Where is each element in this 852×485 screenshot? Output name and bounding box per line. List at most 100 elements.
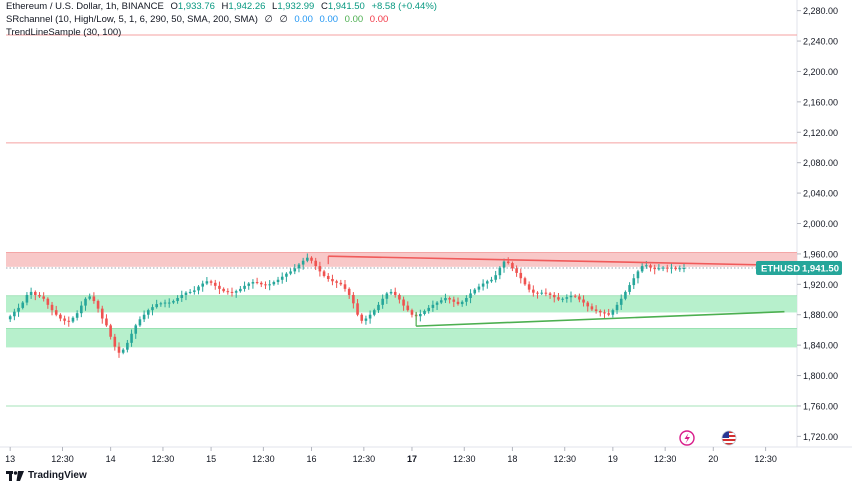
tradingview-logo[interactable]: TradingView xyxy=(6,470,87,481)
candle-down xyxy=(96,301,100,309)
candle-up xyxy=(431,304,435,308)
support-zone xyxy=(6,328,797,348)
candle-up xyxy=(632,278,636,286)
candle-up xyxy=(280,276,284,280)
time-axis[interactable]: 13 12:30 14 12:30 15 12:30 16 12:30 17 12:30 18 12:… xyxy=(5,447,777,464)
candle-up xyxy=(494,275,497,280)
indicator-value: ∅ xyxy=(264,14,273,25)
current-price-value: 1,941.50 xyxy=(802,263,839,274)
candle-up xyxy=(657,268,661,270)
current-price-symbol: ETHUSD xyxy=(761,263,800,274)
candle-up xyxy=(670,267,673,269)
candle-up xyxy=(180,294,184,298)
candle-up xyxy=(435,302,439,305)
candle-up xyxy=(561,298,564,300)
candle-up xyxy=(364,318,368,321)
y-tick-label: 2,280.00 xyxy=(803,6,838,16)
candle-down xyxy=(506,261,510,264)
high-label: H xyxy=(221,1,229,12)
candle-up xyxy=(176,298,179,302)
candle-down xyxy=(54,310,58,315)
candle-down xyxy=(548,293,552,295)
lightning-icon[interactable] xyxy=(679,430,695,446)
candle-down xyxy=(33,291,37,295)
candle-down xyxy=(259,282,263,285)
indicator-srchannel-name[interactable]: SRchannel (10, High/Low, 5, 1, 6, 290, 5… xyxy=(6,14,258,25)
candle-up xyxy=(306,257,309,261)
x-tick-label: 14 xyxy=(106,454,116,464)
candle-up xyxy=(682,267,686,269)
candle-up xyxy=(159,303,163,305)
candle-up xyxy=(276,279,280,283)
candle-up xyxy=(293,268,297,272)
red-trend-line xyxy=(328,255,785,267)
y-tick-label: 1,840.00 xyxy=(803,341,838,351)
candle-up xyxy=(502,261,506,268)
us-flag-icon[interactable] xyxy=(721,430,737,446)
y-tick-label: 1,920.00 xyxy=(803,280,838,290)
candle-up xyxy=(645,265,648,267)
y-tick-label: 2,240.00 xyxy=(803,37,838,47)
candle-down xyxy=(536,292,539,294)
candle-down xyxy=(649,265,652,268)
trend-lines xyxy=(327,255,785,327)
x-tick-label: 16 xyxy=(307,454,317,464)
candle-up xyxy=(565,297,569,299)
candle-down xyxy=(356,303,359,315)
y-tick-label: 2,040.00 xyxy=(803,189,838,199)
indicator-trendline-name[interactable]: TrendLineSample (30, 100) xyxy=(6,27,122,38)
indicator-srchannel-row[interactable]: SRchannel (10, High/Low, 5, 1, 6, 290, 5… xyxy=(6,13,437,26)
candle-down xyxy=(607,313,610,315)
candle-down xyxy=(255,282,259,284)
candle-down xyxy=(653,267,657,270)
candle-down xyxy=(527,284,531,290)
candle-up xyxy=(25,294,29,303)
current-price-tag-background xyxy=(756,260,842,275)
current-price-tag: ETHUSD 1,941.50 xyxy=(756,260,842,275)
candle-up xyxy=(368,314,372,319)
candle-up xyxy=(611,310,615,315)
candle-down xyxy=(343,284,347,289)
candle-down xyxy=(586,302,590,307)
x-tick-label: 12:30 xyxy=(654,454,677,464)
resistance-zone xyxy=(6,252,797,267)
candle-up xyxy=(251,282,255,284)
indicator-value: 0.00 xyxy=(319,14,339,25)
candle-down xyxy=(590,306,594,310)
candle-up xyxy=(142,314,146,320)
candle-down xyxy=(603,312,606,314)
y-tick-label: 2,160.00 xyxy=(803,97,838,107)
candle-down xyxy=(594,309,598,311)
candle-up xyxy=(272,282,276,285)
candle-down xyxy=(360,314,364,321)
close-label: C xyxy=(320,1,328,12)
candle-down xyxy=(552,294,556,298)
candle-up xyxy=(17,307,20,312)
price-axis[interactable]: 2,280.00 2,240.00 2,200.00 2,160.00 2,120.00… xyxy=(797,6,838,442)
x-tick-label: 12:30 xyxy=(152,454,175,464)
symbol-name[interactable]: Ethereum / U.S. Dollar, 1h, BINANCE xyxy=(6,1,164,12)
indicator-value: 0.00 xyxy=(369,14,389,25)
candle-down xyxy=(230,291,234,293)
candle-down xyxy=(398,294,401,300)
close-value: 1,941.50 xyxy=(327,1,365,12)
candle-up xyxy=(619,298,623,305)
candle-down xyxy=(515,268,518,273)
candle-down xyxy=(674,267,677,270)
candle-down xyxy=(448,298,451,300)
candle-up xyxy=(134,325,138,334)
indicator-trendline-row[interactable]: TrendLineSample (30, 100) xyxy=(6,26,437,39)
candle-down xyxy=(352,294,355,304)
candle-down xyxy=(326,275,330,279)
candle-up xyxy=(661,267,665,269)
candle-up xyxy=(485,281,489,284)
candle-down xyxy=(314,260,318,267)
symbol-ohlc-row: Ethereum / U.S. Dollar, 1h, BINANCE O1,9… xyxy=(6,0,437,13)
candle-down xyxy=(209,281,213,283)
candle-up xyxy=(297,264,301,269)
candle-down xyxy=(544,292,548,294)
candle-down xyxy=(402,299,405,306)
x-tick-label: 12:30 xyxy=(252,454,275,464)
y-tick-label: 1,960.00 xyxy=(803,249,838,259)
